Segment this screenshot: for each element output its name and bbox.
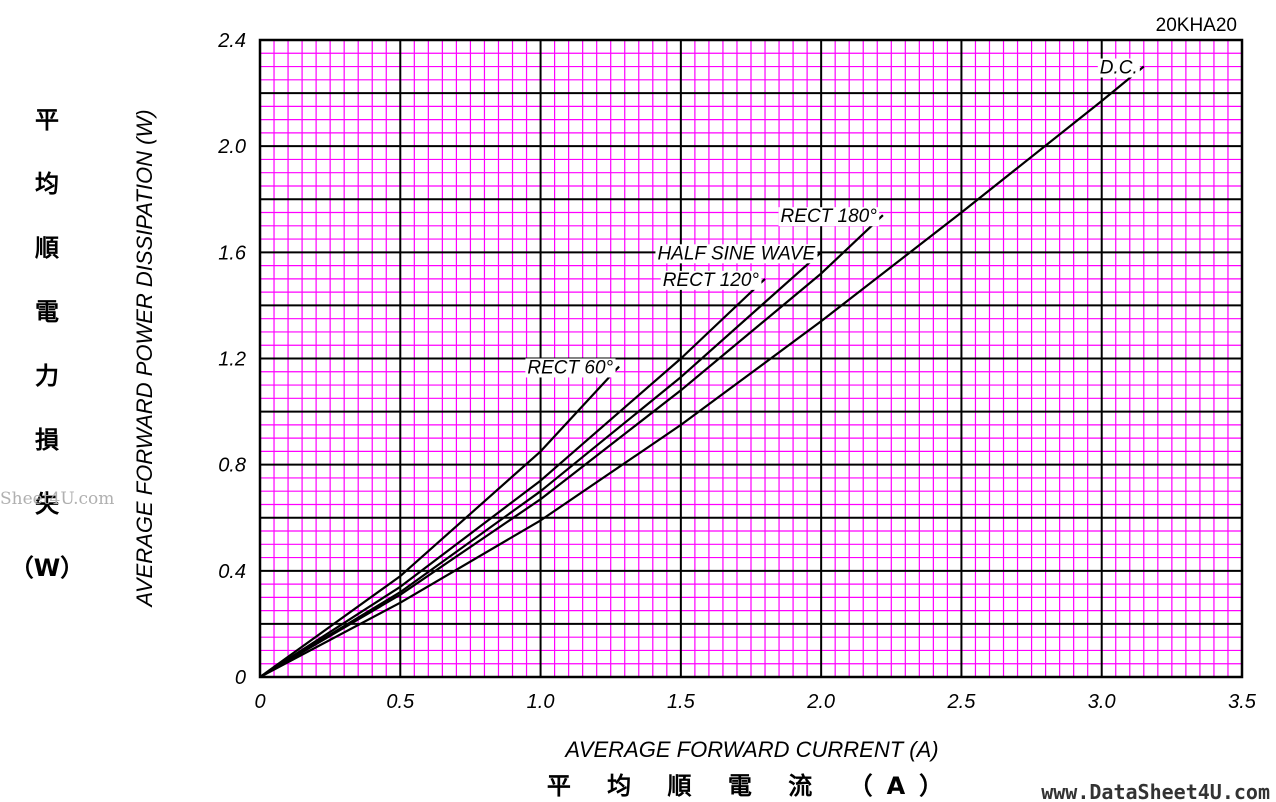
x-tick-label: 0.5 <box>386 691 415 713</box>
y-tick-label: 1.6 <box>218 242 247 264</box>
x-tick-label: 2.0 <box>806 691 835 713</box>
curves <box>259 65 1145 678</box>
y-axis-label: AVERAGE FORWARD POWER DISSIPATION (W) <box>132 109 157 608</box>
curve-label-bg <box>1097 58 1140 78</box>
curve-d-c <box>259 65 1145 678</box>
y-axis-label-cjk-char: 損 <box>35 426 59 454</box>
y-axis-label-cjk-char: 電 <box>35 298 59 326</box>
x-tick-labels: 0 0.5 1.0 1.5 2.0 2.5 3.0 3.5 <box>254 691 1256 713</box>
watermark-right: www.DataSheet4U.com <box>1041 780 1270 802</box>
x-tick-label: 0 <box>254 691 265 713</box>
x-tick-label: 3.5 <box>1228 691 1257 713</box>
y-tick-label: 2.0 <box>217 136 246 158</box>
x-tick-label: 1.0 <box>527 691 555 713</box>
curve-rect-180 <box>259 214 884 678</box>
curve-label-bg <box>525 358 616 378</box>
y-axis-label-cjk-char: 順 <box>35 234 60 262</box>
curve-labels: D.C. RECT 180° HALF SINE WAVE RECT 120° RECT… <box>525 58 1140 378</box>
y-axis-label-cjk-char: 力 <box>35 362 59 390</box>
curve-label-rect-180: RECT 180° <box>781 206 878 227</box>
y-axis-label-cjk-char: 均 <box>35 170 59 198</box>
curve-label-half-sine-wave: HALF SINE WAVE <box>657 243 815 264</box>
x-tick-label: 2.5 <box>947 691 977 713</box>
curve-half-sine-wave <box>259 251 822 678</box>
x-tick-label: 1.5 <box>667 691 696 713</box>
y-tick-label: 0.8 <box>218 455 246 477</box>
y-axis-label-cjk-char: 平 <box>35 106 59 134</box>
curve-label-d-c: D.C. <box>1100 58 1138 79</box>
curve-label-rect-120: RECT 120° <box>663 270 760 291</box>
major-grid <box>258 38 1244 679</box>
x-tick-label: 3.0 <box>1088 691 1116 713</box>
curve-label-bg <box>778 207 880 227</box>
y-axis-label-cjk-char: 失 <box>35 490 60 518</box>
x-axis-label: AVERAGE FORWARD CURRENT (A) <box>563 737 938 762</box>
y-tick-label: 2.4 <box>217 30 246 52</box>
y-tick-label: 0.4 <box>218 561 246 583</box>
curve-label-rect-60: RECT 60° <box>527 357 613 378</box>
curve-rect-60 <box>259 365 620 678</box>
curve-rect-120 <box>259 278 766 678</box>
y-tick-labels: 0 0.4 0.8 1.2 1.6 2.0 2.4 <box>217 30 247 689</box>
model-label: 20KHA20 <box>1156 15 1237 36</box>
curve-label-bg <box>660 270 762 290</box>
plot-frame <box>258 38 1244 679</box>
y-tick-label: 1.2 <box>218 349 246 371</box>
y-axis-label-cjk-char: （W） <box>10 554 84 582</box>
y-tick-label: 0 <box>235 667 246 689</box>
x-axis-label-cjk: 平 均 順 電 流 （A） <box>547 772 957 800</box>
curve-label-bg <box>655 244 818 264</box>
watermark-left: Sheet4U.com <box>0 489 114 509</box>
